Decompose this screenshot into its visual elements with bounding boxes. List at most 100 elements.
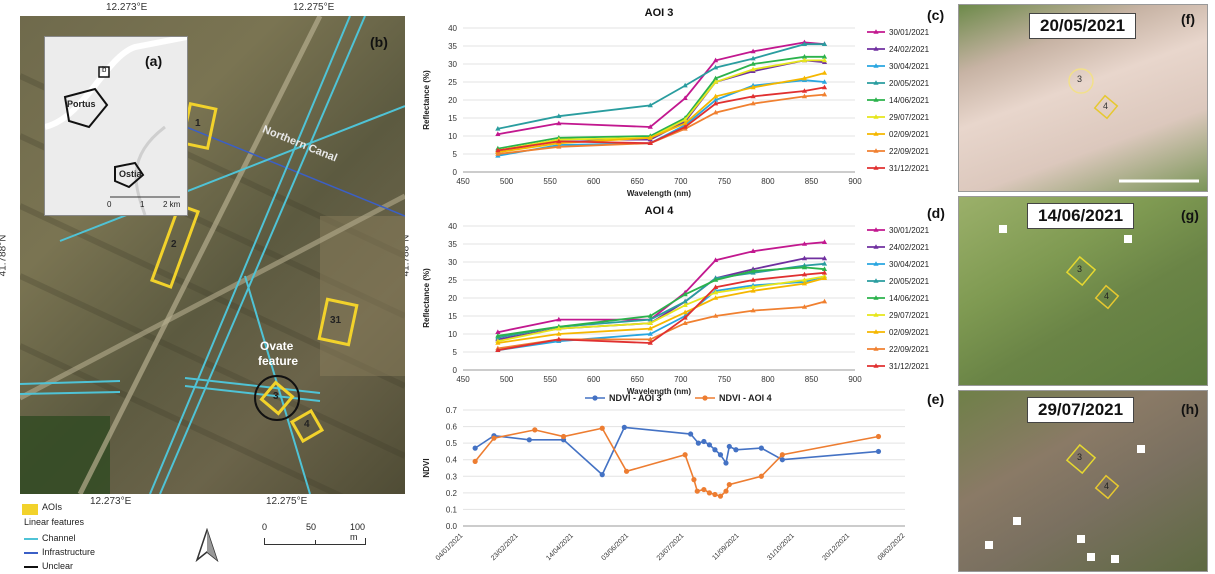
legend-marker: [873, 278, 879, 283]
data-point: [733, 447, 739, 453]
y-tick-label: 0.6: [446, 423, 458, 432]
data-point: [713, 64, 719, 70]
data-point: [801, 54, 808, 59]
data-point: [801, 57, 808, 63]
inset-scale-2: 2 km: [163, 200, 181, 209]
y-tick-label: 0: [453, 366, 458, 375]
ovate-label: Ovate: [260, 339, 294, 353]
x-tick-label: 500: [500, 375, 514, 384]
data-point: [713, 295, 719, 300]
x-tick-label: 750: [718, 375, 732, 384]
panel-label: (c): [927, 7, 944, 23]
series-line-30/01/2021: [497, 41, 825, 136]
series-line-02/09/2021: [497, 277, 825, 344]
x-tick-label: 600: [587, 375, 601, 384]
legend-aoi-swatch: [22, 504, 38, 515]
x-tick-label: 14/04/2021: [545, 532, 575, 562]
series-line-30/01/2021: [497, 241, 825, 334]
data-point: [526, 437, 532, 443]
aoi-2-box: [149, 203, 201, 289]
satellite-map: 1 2 31 3 4 Northern Canal Ovate feature …: [20, 16, 405, 494]
data-point: [801, 277, 808, 282]
data-point: [750, 84, 756, 90]
data-point: [688, 431, 694, 437]
data-point: [713, 100, 719, 106]
legend-label: 30/04/2021: [889, 62, 930, 71]
thumb-h-aoi-4: 4: [1104, 481, 1110, 491]
inset-portus: Portus: [67, 99, 96, 109]
data-point: [495, 329, 501, 334]
aoi-3-label: 3: [273, 391, 279, 402]
legend-label: 29/07/2021: [889, 311, 930, 320]
series-line-29/07/2021: [497, 275, 825, 343]
data-point: [647, 124, 653, 129]
aoi-4-box: [289, 408, 325, 444]
legend-marker: [873, 295, 879, 300]
map-bottom-tick-1: 12.273°E: [90, 496, 132, 507]
legend-label: 22/09/2021: [889, 147, 930, 156]
x-tick-label: 23/02/2021: [490, 532, 520, 562]
y-tick-label: 40: [448, 24, 457, 33]
legend-label: 31/12/2021: [889, 362, 930, 371]
data-point: [750, 48, 756, 54]
x-tick-label: 450: [456, 375, 470, 384]
y-tick-label: 0.1: [446, 505, 458, 514]
y-tick-label: 0.0: [446, 522, 458, 531]
data-point: [472, 458, 478, 464]
data-point: [682, 315, 688, 320]
legend-marker: [873, 165, 879, 170]
x-tick-label: 750: [718, 177, 732, 186]
legend-marker: [873, 63, 879, 68]
legend-marker: [702, 395, 708, 401]
legend-marker: [873, 46, 879, 51]
data-point: [750, 66, 756, 72]
legend-label: 29/07/2021: [889, 113, 930, 122]
data-point: [599, 472, 605, 478]
data-point: [472, 445, 478, 451]
series-line-20/05/2021: [497, 262, 825, 339]
data-point: [801, 241, 808, 246]
data-point: [821, 41, 828, 46]
legend-marker: [873, 244, 879, 249]
data-point: [750, 288, 756, 293]
y-tick-label: 20: [448, 96, 457, 105]
data-point: [599, 425, 605, 431]
data-point: [821, 270, 828, 275]
data-point: [801, 264, 808, 270]
x-tick-label: 08/02/2022: [877, 532, 907, 562]
legend-marker: [873, 29, 879, 34]
data-point: [779, 457, 785, 463]
y-tick-label: 10: [448, 330, 457, 339]
data-point: [682, 120, 688, 126]
legend-channel-label: Channel: [42, 533, 76, 543]
x-tick-label: 04/01/2021: [435, 532, 465, 562]
data-point: [682, 82, 688, 88]
legend-marker: [873, 346, 879, 351]
legend-label: 31/12/2021: [889, 164, 930, 173]
x-tick-label: 650: [631, 177, 645, 186]
series-line-14/06/2021: [497, 55, 825, 150]
series-line-31/12/2021: [497, 86, 825, 152]
legend-title: Linear features: [24, 517, 85, 527]
legend-marker: [873, 80, 879, 85]
data-point: [713, 284, 719, 289]
legend-label: 30/04/2021: [889, 260, 930, 269]
aoi-31-box: [317, 297, 359, 347]
data-point: [682, 320, 688, 325]
data-point: [682, 452, 688, 458]
data-point: [750, 268, 756, 273]
data-point: [682, 309, 688, 315]
thumb-f-date: 20/05/2021: [1029, 13, 1137, 39]
data-point: [495, 131, 501, 136]
data-point: [647, 135, 653, 140]
legend-label: 20/05/2021: [889, 277, 930, 286]
data-point: [779, 452, 785, 458]
aoi-1-label: 1: [195, 118, 201, 129]
data-point: [723, 460, 729, 466]
data-point: [821, 255, 828, 261]
legend-marker: [873, 114, 879, 119]
data-point: [821, 275, 828, 280]
inset-scale-1: 1: [140, 200, 145, 209]
legend-label: 22/09/2021: [889, 345, 930, 354]
data-point: [801, 93, 808, 99]
